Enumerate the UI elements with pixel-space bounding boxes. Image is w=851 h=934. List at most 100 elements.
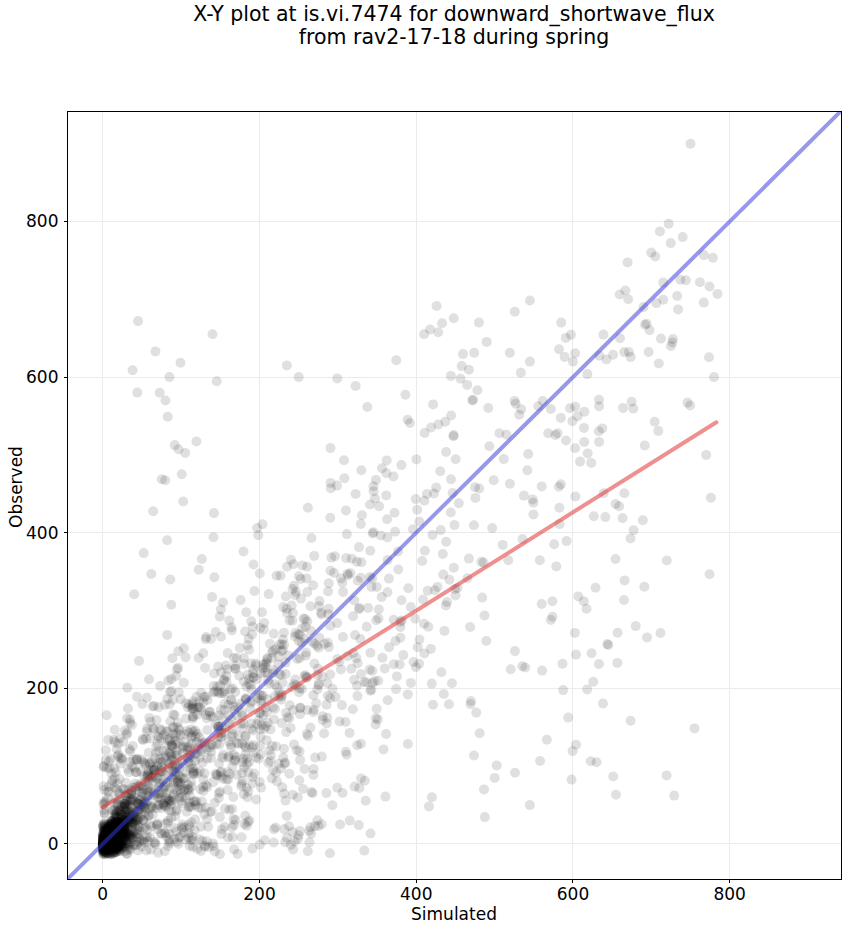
scatter-point [362, 402, 372, 412]
scatter-point [579, 596, 589, 606]
scatter-point [360, 776, 370, 786]
scatter-point [197, 836, 207, 846]
scatter-point [288, 559, 298, 569]
scatter-point [390, 508, 400, 518]
scatter-point [351, 381, 361, 391]
scatter-point [618, 403, 628, 413]
scatter-point [162, 630, 172, 640]
scatter-point [128, 365, 138, 375]
scatter-point [626, 352, 636, 362]
scatter-point [365, 686, 375, 696]
scatter-point [556, 318, 566, 328]
scatter-point [107, 778, 117, 788]
scatter-point [706, 493, 716, 503]
scatter-point [579, 407, 589, 417]
scatter-point [393, 565, 403, 575]
scatter-point [190, 815, 200, 825]
scatter-point [554, 503, 564, 513]
scatter-point [314, 643, 324, 653]
scatter-point [446, 371, 456, 381]
scatter-point [148, 506, 158, 516]
scatter-point [644, 347, 654, 357]
scatter-point [311, 698, 321, 708]
scatter-point [263, 718, 273, 728]
scatter-point [138, 735, 148, 745]
scatter-point [422, 489, 432, 499]
scatter-point [419, 648, 429, 658]
scatter-point [166, 674, 176, 684]
scatter-point [469, 348, 479, 358]
scatter-point [705, 282, 715, 292]
scatter-point [368, 527, 378, 537]
scatter-point [417, 556, 427, 566]
scatter-point [258, 519, 268, 529]
scatter-point [303, 846, 313, 856]
scatter-point [249, 586, 259, 596]
scatter-point [475, 728, 485, 738]
scatter-point [631, 621, 641, 631]
scatter-point [405, 418, 415, 428]
scatter-point [570, 443, 580, 453]
scatter-point [372, 582, 382, 592]
scatter-point [267, 741, 277, 751]
scatter-point [354, 542, 364, 552]
scatter-point [377, 592, 387, 602]
scatter-point [166, 600, 176, 610]
scatter-point [380, 663, 390, 673]
scatter-point [228, 792, 238, 802]
scatter-point [132, 692, 142, 702]
scatter-point [356, 739, 366, 749]
scatter-point [308, 580, 318, 590]
scatter-point [437, 318, 447, 328]
scatter-point [662, 556, 672, 566]
scatter-point [246, 658, 256, 668]
scatter-point [356, 465, 366, 475]
scatter-point [226, 740, 236, 750]
scatter-point [306, 601, 316, 611]
scatter-point [352, 681, 362, 691]
scatter-point [542, 735, 552, 745]
scatter-point [265, 639, 275, 649]
scatter-point [198, 648, 208, 658]
scatter-point [543, 428, 553, 438]
scatter-point [614, 501, 624, 511]
scatter-point [510, 396, 520, 406]
scatter-point [122, 683, 132, 693]
scatter-point [537, 481, 547, 491]
scatter-point [594, 437, 604, 447]
scatter-point [528, 494, 538, 504]
scatter-point [112, 841, 122, 851]
scatter-point [188, 696, 198, 706]
scatter-point [391, 684, 401, 694]
overlay-lines [68, 111, 842, 879]
scatter-point [361, 677, 371, 687]
scatter-point [466, 696, 476, 706]
scatter-point [362, 622, 372, 632]
scatter-point [101, 825, 111, 835]
scatter-point [506, 664, 516, 674]
scatter-point [583, 448, 593, 458]
scatter-point [179, 786, 189, 796]
scatter-point [332, 618, 342, 628]
scatter-point [164, 836, 174, 846]
scatter-point [326, 443, 336, 453]
scatter-point [332, 783, 342, 793]
scatter-point [117, 755, 127, 765]
scatter-point [357, 510, 367, 520]
scatter-point [656, 334, 666, 344]
scatter-point [400, 390, 410, 400]
scatter-point [535, 756, 545, 766]
scatter-point [207, 806, 217, 816]
scatter-point [219, 676, 229, 686]
scatter-point [110, 725, 120, 735]
scatter-point [450, 520, 460, 530]
scatter-point [306, 533, 316, 543]
scatter-point [107, 806, 117, 816]
scatter-point [391, 355, 401, 365]
scatter-point [103, 787, 113, 797]
scatter-point [516, 368, 526, 378]
scatter-point [517, 661, 527, 671]
scatter-point [239, 547, 249, 557]
scatter-point [528, 510, 538, 520]
scatter-point [200, 663, 210, 673]
